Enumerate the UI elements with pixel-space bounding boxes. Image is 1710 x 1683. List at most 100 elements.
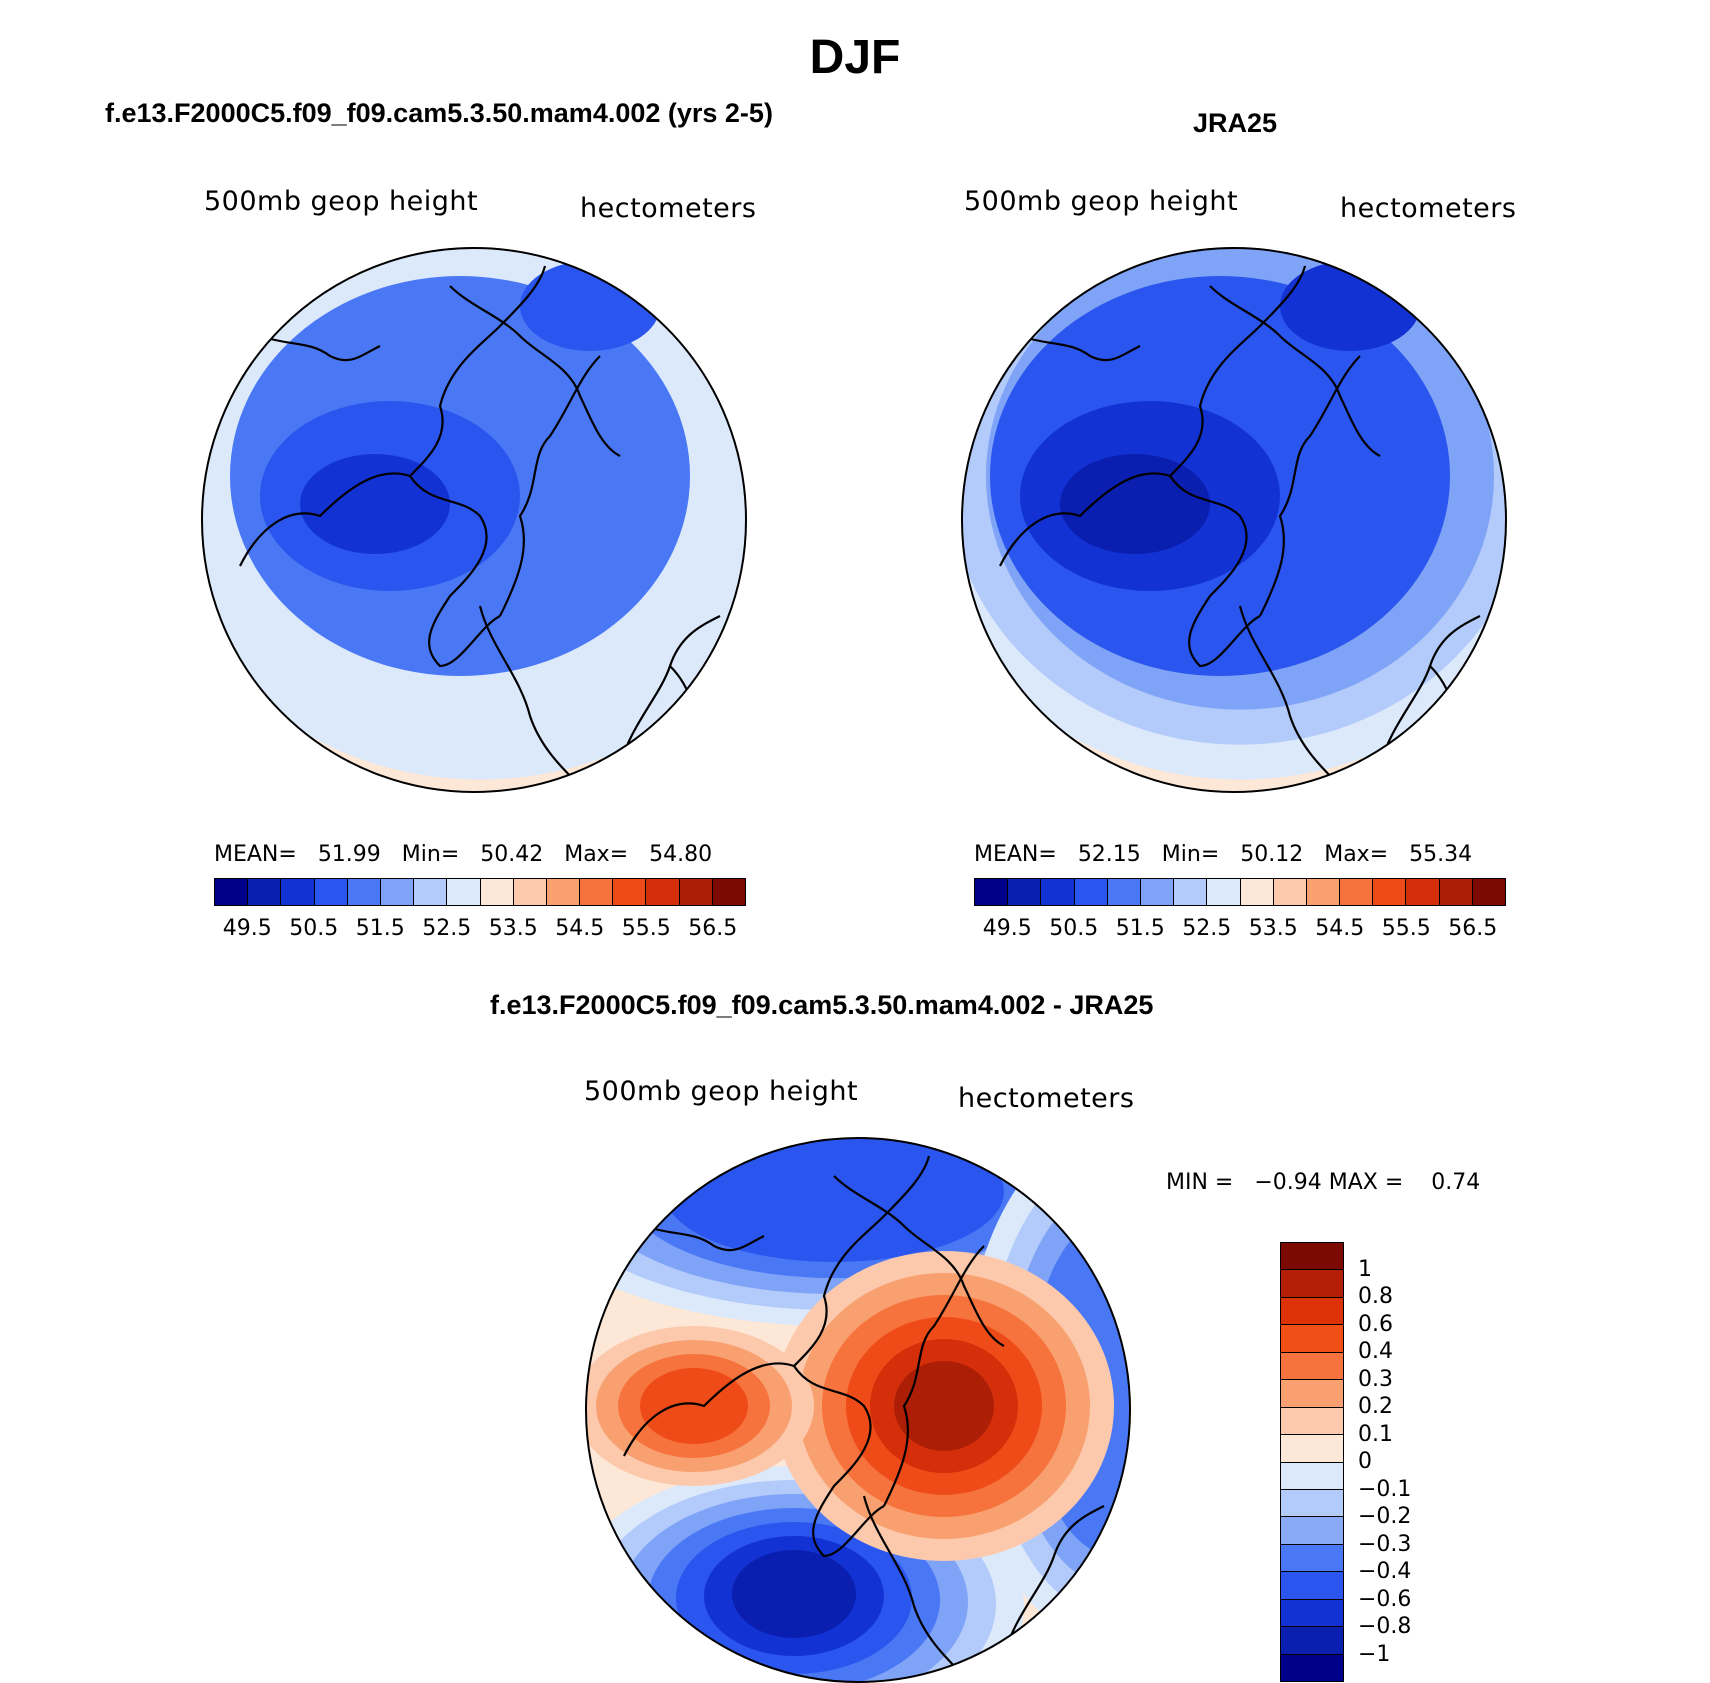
obs-coastlines: [999, 265, 1481, 792]
obs-colorbar: [974, 878, 1506, 906]
obs-colorbar-box-15: [1472, 879, 1505, 905]
obs-colorbar-tick-label: 53.5: [1248, 916, 1298, 941]
diff-colorbar-box-1: [1281, 1270, 1343, 1298]
diff-colorbar-box-10: [1281, 1517, 1343, 1545]
obs-colorbar-box-9: [1273, 879, 1307, 905]
obs-colorbar-tick-label: 50.5: [1049, 916, 1099, 941]
diff-colorbar-box-3: [1281, 1325, 1343, 1353]
diff-colorbar-tick-label: −0.3: [1358, 1531, 1412, 1557]
diff-colorbar-box-15: [1281, 1654, 1343, 1681]
model-min-label: Min=: [401, 842, 460, 867]
model-colorbar-box-3: [314, 879, 348, 905]
obs-max-value: 55.34: [1409, 842, 1473, 867]
obs-mean-label: MEAN=: [974, 842, 1057, 867]
model-colorbar-box-6: [414, 879, 448, 905]
model-colorbar-box-4: [347, 879, 381, 905]
model-colorbar-box-12: [613, 879, 647, 905]
obs-colorbar-box-11: [1340, 879, 1374, 905]
diff-panel-title: f.e13.F2000C5.f09_f09.cam5.3.50.mam4.002…: [490, 990, 1154, 1020]
obs-colorbar-tick-label: 49.5: [982, 916, 1032, 941]
model-polar-map: [201, 247, 747, 793]
obs-colorbar-box-6: [1174, 879, 1208, 905]
obs-max-label: Max=: [1324, 842, 1389, 867]
diff-positive-band: [894, 1361, 994, 1451]
obs-min-value: 50.12: [1240, 842, 1304, 867]
obs-colorbar-box-4: [1107, 879, 1141, 905]
diff-colorbar-tick-label: 0.3: [1358, 1366, 1393, 1392]
obs-colorbar-tick-label: 54.5: [1315, 916, 1365, 941]
model-colorbar-tick-label: 54.5: [555, 916, 605, 941]
diff-units-label: hectometers: [958, 1083, 1135, 1114]
model-colorbar-box-10: [546, 879, 581, 905]
diff-variable-label: 500mb geop height: [584, 1076, 859, 1107]
diff-stats: MIN = −0.94 MAX = 0.74: [1166, 1170, 1480, 1195]
diff-colorbar-box-7: [1281, 1435, 1343, 1463]
figure-title: DJF: [809, 31, 901, 84]
obs-colorbar-box-13: [1406, 879, 1440, 905]
model-colorbar-box-11: [580, 879, 614, 905]
diff-colorbar-tick-label: 0: [1358, 1449, 1372, 1474]
diff-colorbar-box-9: [1281, 1489, 1343, 1518]
model-min-value: 50.42: [480, 842, 544, 867]
diff-min-value: −0.94: [1254, 1170, 1322, 1195]
model-colorbar-tick-label: 53.5: [488, 916, 538, 941]
diff-colorbar-tick-label: 0.4: [1358, 1339, 1393, 1364]
diff-coastlines: [623, 1155, 1105, 1677]
obs-polar-map: [961, 247, 1507, 793]
diff-colorbar-box-0: [1281, 1243, 1343, 1271]
model-colorbar-box-15: [712, 879, 745, 905]
diff-colorbar-tick-label: −0.1: [1358, 1476, 1412, 1502]
model-colorbar-box-7: [447, 879, 481, 905]
diff-negative-band: [732, 1550, 856, 1638]
diff-max-label: MAX =: [1328, 1170, 1404, 1195]
model-colorbar-box-1: [248, 879, 282, 905]
model-colorbar-box-5: [380, 879, 415, 905]
diff-colorbar-tick-label: −1: [1358, 1641, 1391, 1667]
diff-colorbar-tick-label: 0.8: [1358, 1284, 1393, 1309]
model-units-label: hectometers: [580, 193, 757, 224]
diff-colorbar-tick-label: −0.4: [1358, 1559, 1412, 1584]
obs-colorbar-box-1: [1008, 879, 1042, 905]
model-max-label: Max=: [564, 842, 629, 867]
diff-colorbar-tick-label: 1: [1358, 1256, 1372, 1282]
obs-colorbar-box-12: [1373, 879, 1407, 905]
obs-colorbar-box-0: [975, 879, 1009, 905]
obs-colorbar-tick-label: 51.5: [1115, 916, 1165, 941]
diff-colorbar-tick-label: −0.6: [1358, 1586, 1412, 1612]
diff-colorbar-box-11: [1281, 1544, 1343, 1573]
model-colorbar-box-9: [513, 879, 547, 905]
obs-panel-title: JRA25: [1193, 108, 1278, 138]
diff-colorbar-box-13: [1281, 1599, 1343, 1628]
diff-min-label: MIN =: [1166, 1170, 1234, 1195]
model-panel-title: f.e13.F2000C5.f09_f09.cam5.3.50.mam4.002…: [105, 98, 773, 128]
diff-colorbar-box-5: [1281, 1380, 1343, 1408]
diff-colorbar-tick-label: 0.1: [1358, 1421, 1393, 1447]
diff-colorbar-tick-label: 0.6: [1358, 1311, 1393, 1337]
model-mean-value: 51.99: [317, 842, 381, 867]
diff-colorbar-box-8: [1281, 1462, 1343, 1490]
obs-colorbar-box-8: [1240, 879, 1274, 905]
obs-colorbar-tick-label: 55.5: [1381, 916, 1431, 941]
model-colorbar: [214, 878, 746, 906]
obs-colorbar-box-7: [1207, 879, 1241, 905]
diff-colorbar-box-12: [1281, 1572, 1343, 1600]
obs-colorbar-box-2: [1041, 879, 1075, 905]
diff-colorbar-box-2: [1281, 1297, 1343, 1326]
model-stats: MEAN= 51.99 Min= 50.42 Max= 54.80: [214, 842, 712, 867]
diff-colorbar-box-14: [1281, 1627, 1343, 1655]
model-colorbar-tick-label: 50.5: [289, 916, 339, 941]
obs-colorbar-tick-label: 52.5: [1182, 916, 1232, 941]
obs-colorbar-box-5: [1140, 879, 1175, 905]
obs-mean-value: 52.15: [1077, 842, 1141, 867]
obs-colorbar-box-3: [1074, 879, 1108, 905]
obs-units-label: hectometers: [1340, 193, 1517, 224]
obs-colorbar-tick-label: 56.5: [1448, 916, 1498, 941]
model-colorbar-box-13: [646, 879, 680, 905]
diff-colorbar-tick-label: 0.2: [1358, 1394, 1393, 1419]
diff-colorbar-box-4: [1281, 1352, 1343, 1381]
diff-colorbar-tick-label: −0.8: [1358, 1614, 1412, 1639]
obs-min-label: Min=: [1161, 842, 1220, 867]
diff-colorbar-tick-label: −0.2: [1358, 1504, 1412, 1529]
obs-low-center: [1060, 454, 1210, 554]
model-colorbar-box-8: [480, 879, 514, 905]
